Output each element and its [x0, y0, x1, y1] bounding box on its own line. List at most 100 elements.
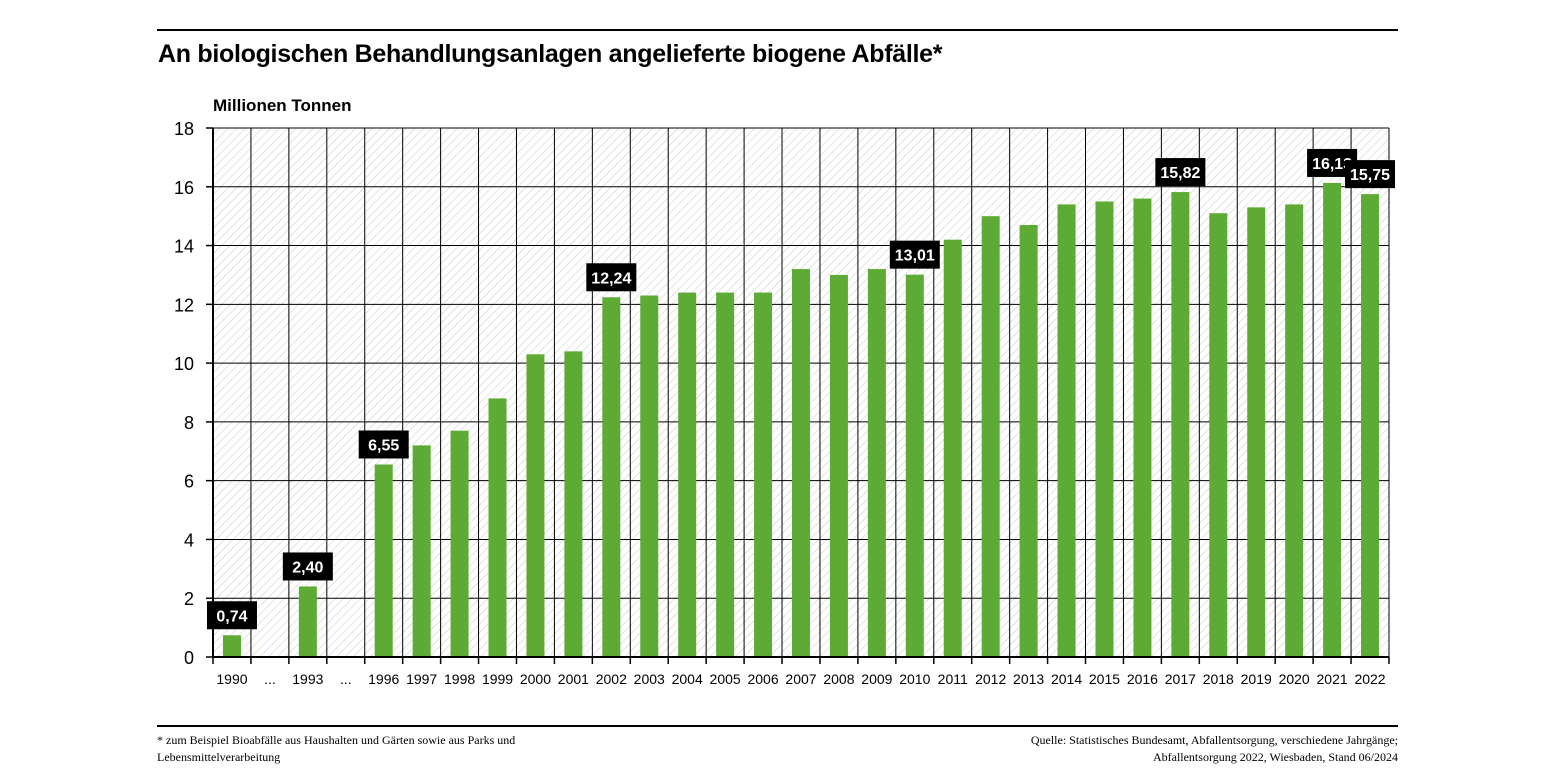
data-label-box	[358, 430, 409, 459]
data-label-box	[586, 263, 637, 292]
data-label-text: 6,55	[368, 438, 399, 455]
data-label-box	[889, 240, 940, 269]
source-line-1: Quelle: Statistisches Bundesamt, Abfalle…	[1030, 733, 1398, 747]
x-tick-label: 2010	[899, 671, 930, 687]
x-tick-label: 2020	[1279, 671, 1310, 687]
x-tick-label: 2014	[1051, 671, 1082, 687]
bar	[867, 269, 886, 657]
x-tick-label: 2007	[785, 671, 816, 687]
data-label-text: 0,74	[216, 608, 247, 625]
x-tick-label: 2013	[1013, 671, 1044, 687]
footnote-line-1: * zum Beispiel Bioabfälle aus Haushalten…	[157, 733, 516, 747]
y-tick-label: 2	[184, 589, 194, 609]
bar	[716, 292, 735, 657]
x-tick-label: 2002	[596, 671, 627, 687]
footnote-line-2: Lebensmittelverarbeitung	[157, 750, 281, 764]
x-tick-label: 1999	[482, 671, 513, 687]
bar	[981, 216, 1000, 657]
data-label: 0,74	[206, 601, 257, 630]
data-label: 15,82	[1155, 158, 1206, 187]
data-label-text: 12,24	[591, 270, 631, 287]
x-tick-label: ...	[264, 671, 276, 687]
footnote: * zum Beispiel Bioabfälle aus Haushalten…	[157, 732, 677, 766]
y-tick-label: 14	[174, 237, 194, 257]
data-label-text: 16,13	[1312, 156, 1352, 173]
data-label-text: 15,82	[1160, 165, 1200, 182]
x-tick-label: 2011	[938, 671, 968, 687]
y-tick-label: 4	[184, 530, 194, 550]
x-tick-label: 2008	[823, 671, 854, 687]
data-label-text: 15,75	[1350, 167, 1390, 184]
x-tick-label: 2004	[672, 671, 703, 687]
data-label-box	[206, 601, 257, 630]
data-label-box	[282, 552, 333, 581]
bar	[905, 274, 924, 657]
data-label-text: 13,01	[895, 248, 935, 265]
x-tick-label: 1990	[216, 671, 247, 687]
x-tick-label: 2012	[975, 671, 1006, 687]
x-tick-label: 2016	[1127, 671, 1158, 687]
bar	[526, 354, 545, 657]
x-tick-label: 2017	[1165, 671, 1196, 687]
bar	[792, 269, 810, 657]
bar	[1095, 201, 1114, 657]
bar	[829, 274, 848, 657]
bar	[450, 430, 469, 657]
y-tick-label: 18	[174, 119, 194, 139]
x-tick-label: ...	[340, 671, 352, 687]
data-label-box	[1155, 158, 1206, 187]
source-note: Quelle: Statistisches Bundesamt, Abfalle…	[838, 732, 1398, 766]
y-tick-label: 8	[184, 413, 194, 433]
bar	[298, 586, 317, 657]
bar	[1361, 194, 1380, 657]
bar	[1323, 182, 1342, 658]
top-rule	[157, 29, 1398, 31]
data-label: 2,40	[282, 552, 333, 581]
x-tick-label: 2018	[1203, 671, 1234, 687]
y-tick-label: 10	[174, 354, 194, 374]
axes: 0 2 4 6 8 10 12 14 16 18 1990... 1993... 1996 1997 199…	[174, 119, 1390, 687]
x-tick-label: 2006	[747, 671, 778, 687]
bar	[1209, 213, 1228, 657]
x-tick-label: 2001	[558, 671, 589, 687]
bar	[1285, 204, 1304, 657]
bar	[1247, 207, 1266, 657]
x-tick-label: 1993	[292, 671, 323, 687]
y-tick-label: 6	[184, 472, 194, 492]
chart-title: An biologischen Behandlungsanlagen angel…	[158, 40, 943, 68]
data-label: 6,55	[358, 430, 409, 459]
y-tick-label: 0	[184, 648, 194, 668]
bar	[412, 445, 431, 657]
x-tick-label: 1998	[444, 671, 475, 687]
source-line-2: Abfallentsorgung 2022, Wiesbaden, Stand …	[1152, 750, 1398, 764]
x-tick-label: 1996	[368, 671, 399, 687]
x-tick-label: 2015	[1089, 671, 1120, 687]
bar	[754, 292, 773, 657]
data-label-box	[1345, 160, 1395, 189]
bar	[1057, 204, 1076, 657]
x-tick-label: 2009	[861, 671, 892, 687]
bar	[1019, 224, 1038, 657]
bar	[678, 292, 697, 657]
bar	[943, 239, 962, 657]
bar	[602, 297, 621, 657]
bottom-rule	[157, 725, 1398, 727]
data-label: 13,01	[889, 240, 940, 269]
grid	[212, 127, 1390, 658]
x-tick-label: 2022	[1354, 671, 1385, 687]
y-tick-label: 16	[174, 178, 194, 198]
x-tick-label: 2003	[634, 671, 665, 687]
y-axis-label: Millionen Tonnen	[213, 96, 352, 115]
x-tick-label: 1997	[406, 671, 437, 687]
data-label: 12,24	[586, 263, 637, 292]
x-tick-label: 2000	[520, 671, 551, 687]
bar	[564, 351, 583, 657]
bar	[488, 398, 507, 657]
x-tick-label: 2021	[1317, 671, 1348, 687]
bar	[640, 295, 659, 657]
data-label: 15,75	[1345, 160, 1395, 189]
x-tick-label: 2005	[710, 671, 741, 687]
y-tick-label: 12	[174, 295, 194, 315]
